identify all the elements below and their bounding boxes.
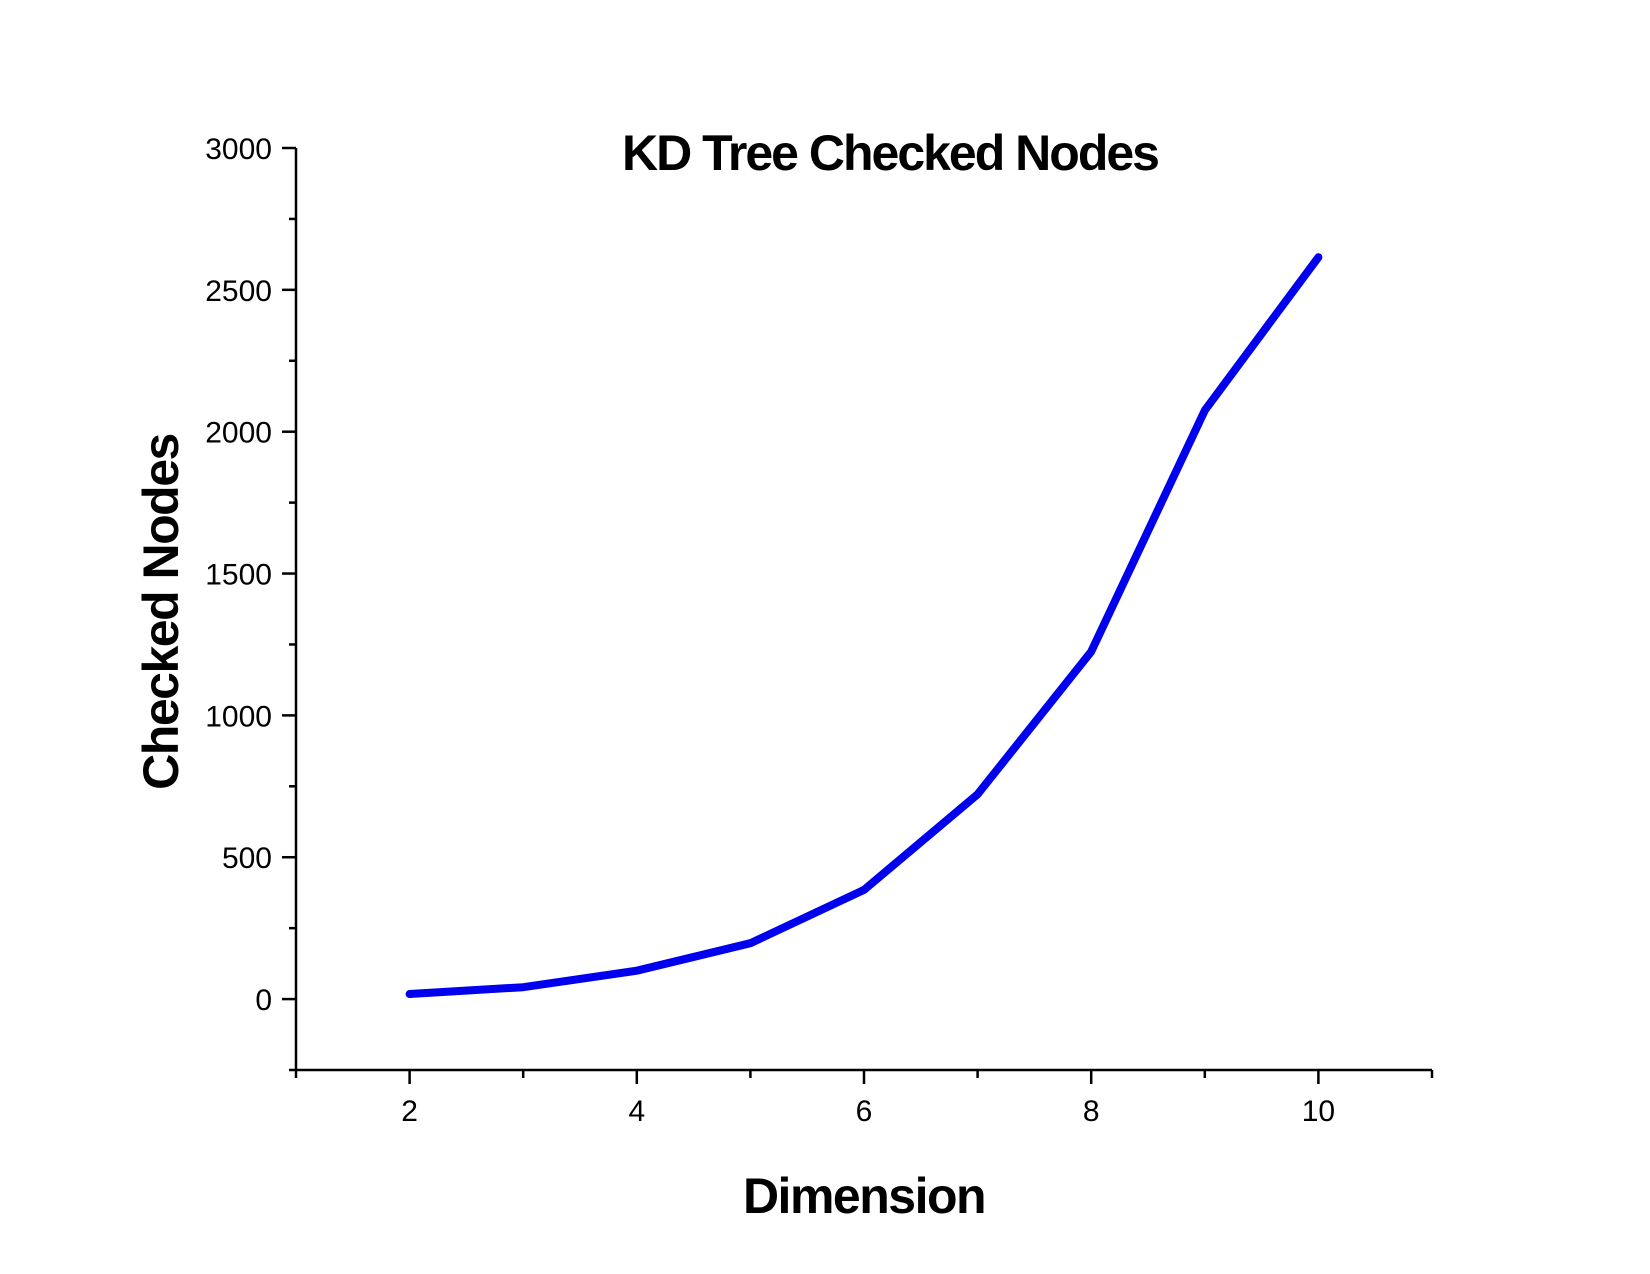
y-tick-label: 1500: [205, 559, 272, 592]
y-tick-label: 2000: [205, 417, 272, 450]
y-tick-label: 1000: [205, 700, 272, 733]
series-line: [405, 253, 1323, 998]
x-tick-label: 4: [628, 1095, 645, 1128]
y-tick-label: 0: [255, 984, 272, 1017]
y-axis: 0 500 1000 1500 2000 2500 3000: [205, 133, 298, 1072]
y-tick-label: 3000: [205, 133, 272, 166]
y-axis-title: Checked Nodes: [133, 434, 189, 790]
x-tick-label: 10: [1302, 1095, 1335, 1128]
y-tick-label: 500: [222, 842, 272, 875]
series-layer: [405, 253, 1323, 998]
x-axis: 2 4 6 8 10: [294, 1068, 1434, 1128]
x-axis-title: Dimension: [743, 1168, 985, 1224]
x-tick-label: 6: [856, 1095, 873, 1128]
y-tick-label: 2500: [205, 275, 272, 308]
chart-title: KD Tree Checked Nodes: [622, 125, 1158, 181]
x-tick-label: 8: [1083, 1095, 1100, 1128]
x-tick-label: 2: [401, 1095, 418, 1128]
